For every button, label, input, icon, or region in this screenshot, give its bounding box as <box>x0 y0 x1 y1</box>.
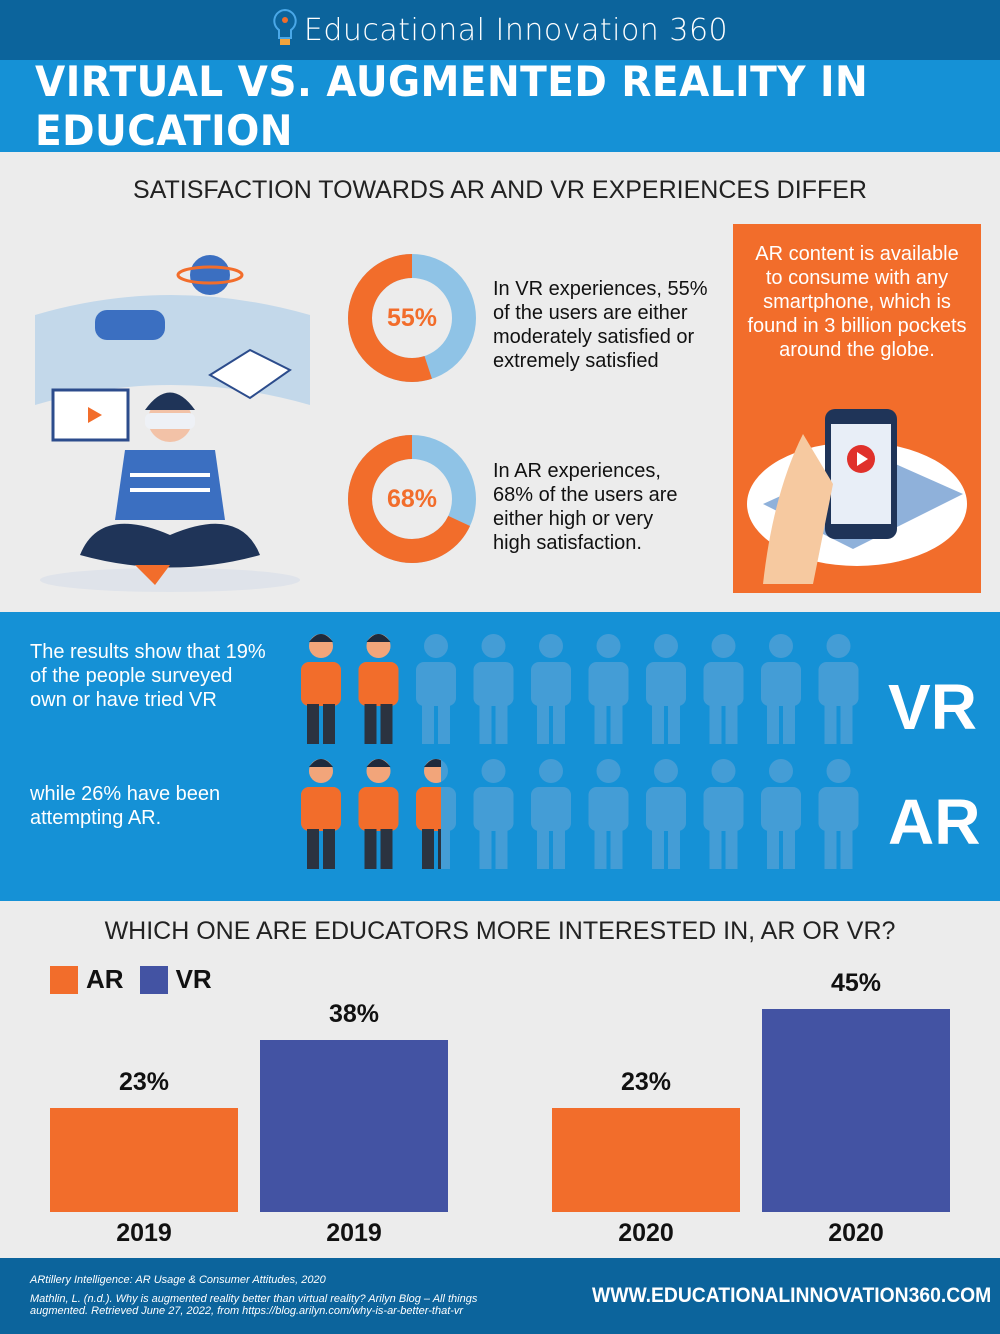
person-icon <box>531 634 571 744</box>
x-tick-label: 2020 <box>828 1219 884 1247</box>
person-icon <box>646 634 686 744</box>
data-label: 45% <box>830 968 882 997</box>
text-line: while 26% have been <box>30 783 221 805</box>
person-icon <box>531 759 571 869</box>
chart-legend: AR VR <box>50 964 212 995</box>
ar-adoption-text: while 26% have been attempting AR. <box>30 782 220 830</box>
text-line: extremely satisfied <box>493 350 659 372</box>
person-icon <box>703 759 744 869</box>
vr-donut-label: 55% <box>386 304 438 332</box>
person-icon <box>416 759 456 869</box>
page-title: VIRTUAL VS. AUGMENTED REALITY IN EDUCATI… <box>35 57 869 155</box>
legend-label-vr: VR <box>175 964 212 994</box>
bar-2020-vr <box>762 1008 950 1212</box>
ar-satisfaction-donut <box>348 435 476 563</box>
bar-2019-vr <box>260 1040 448 1212</box>
text-line: own or have tried VR <box>30 689 217 711</box>
data-label: 23% <box>620 1068 672 1097</box>
person-icon <box>416 634 456 744</box>
vr-label: VR <box>888 671 977 743</box>
person-icon <box>588 634 629 744</box>
person-icon <box>646 759 686 869</box>
data-label: 23% <box>118 1068 170 1097</box>
legend-swatch-ar <box>50 965 78 994</box>
text-line: moderately satisfied or <box>493 326 695 348</box>
text-line: The results show that 19% <box>30 641 266 663</box>
chart-title: WHICH ONE ARE EDUCATORS MORE INTERESTED … <box>104 917 896 945</box>
person-icon <box>818 759 859 869</box>
text-line: of the people surveyed <box>30 665 233 687</box>
satisfaction-heading: SATISFACTION TOWARDS AR AND VR EXPERIENC… <box>133 176 867 204</box>
text-line: either high or very <box>493 508 654 530</box>
text-line: In AR experiences, <box>493 460 661 482</box>
person-icon <box>588 759 629 869</box>
person-icon <box>473 759 514 869</box>
ar-label: AR <box>888 786 981 858</box>
callout-text: AR content is available to consume with … <box>747 243 967 361</box>
brand-name: Educational Innovation 360 <box>303 12 729 48</box>
person-icon <box>301 759 341 869</box>
phone-in-hand-icon <box>747 409 967 584</box>
citation-2: Mathlin, L. (n.d.). Why is augmented rea… <box>30 1293 478 1317</box>
x-tick-label: 2020 <box>618 1219 674 1247</box>
text-line: attempting AR. <box>30 807 162 829</box>
person-icon <box>473 634 514 744</box>
legend-label-ar: AR <box>86 964 124 994</box>
people-pictograph <box>301 634 859 869</box>
person-icon <box>301 634 341 744</box>
person-icon <box>703 634 744 744</box>
person-icon <box>358 759 399 869</box>
x-tick-label: 2019 <box>326 1219 382 1247</box>
legend-swatch-vr <box>139 965 168 994</box>
vr-satisfaction-donut <box>348 254 476 382</box>
ar-satisfaction-text: In AR experiences, 68% of the users are ei… <box>493 459 678 555</box>
donut-value-arc <box>348 435 476 563</box>
data-label: 38% <box>328 1000 380 1029</box>
bar-2020-ar <box>552 1108 740 1212</box>
person-icon <box>761 759 801 869</box>
ar-donut-label: 68% <box>386 485 438 513</box>
text-line: of the users are either <box>493 302 688 324</box>
vr-satisfaction-text: In VR experiences, 55% of the users are e… <box>493 277 708 373</box>
adoption-section: The results show that 19% of the people s… <box>0 612 1000 901</box>
vr-student-illustration <box>35 255 310 592</box>
text-line: 68% of the users are <box>493 484 678 506</box>
citation-1: ARtillery Intelligence: AR Usage & Consu… <box>30 1274 326 1286</box>
website-link[interactable]: WWW.EDUCATIONALINNOVATION360.COM <box>592 1284 992 1307</box>
title-band: VIRTUAL VS. AUGMENTED REALITY IN EDUCATI… <box>0 57 1000 155</box>
lightbulb-logo-icon <box>273 8 297 45</box>
vr-adoption-text: The results show that 19% of the people s… <box>30 640 266 712</box>
person-icon <box>761 634 801 744</box>
text-line: high satisfaction. <box>493 532 642 554</box>
x-tick-label: 2019 <box>116 1219 172 1247</box>
header: Educational Innovation 360 <box>0 0 1000 60</box>
text-line: In VR experiences, 55% <box>493 278 708 300</box>
person-icon <box>818 634 859 744</box>
bar-2019-ar <box>50 1108 238 1212</box>
person-icon <box>358 634 399 744</box>
ar-callout-box: AR content is available to consume with … <box>733 224 981 593</box>
donut-value-arc <box>348 254 476 382</box>
footer: ARtillery Intelligence: AR Usage & Consu… <box>0 1258 1000 1334</box>
